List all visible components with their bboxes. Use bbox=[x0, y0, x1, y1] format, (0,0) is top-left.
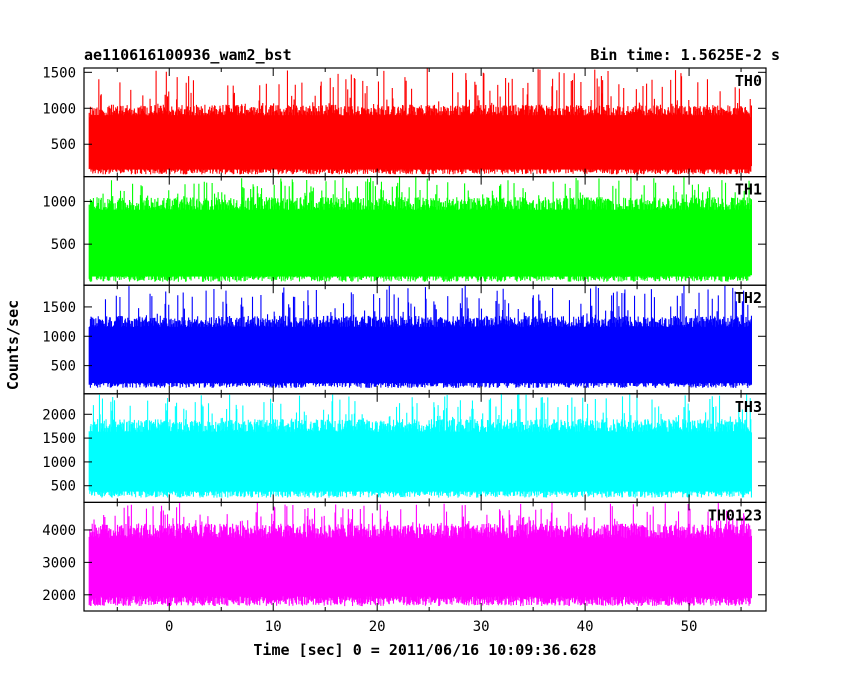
y-tick-label: 500 bbox=[51, 137, 76, 153]
y-tick-label: 1000 bbox=[42, 329, 76, 345]
panel-label-th3: TH3 bbox=[735, 398, 762, 416]
panel-th0: 500 1000 1500 TH0 bbox=[42, 65, 767, 178]
panel-label-th1: TH1 bbox=[735, 181, 762, 199]
panel-label-th0: TH0 bbox=[735, 72, 762, 90]
y-tick-label: 500 bbox=[51, 359, 76, 375]
y-tick-label: 1000 bbox=[42, 455, 76, 471]
x-tick-label: 20 bbox=[369, 619, 386, 635]
y-tick-label: 1000 bbox=[42, 101, 76, 117]
y-tick-label: 1500 bbox=[42, 300, 76, 316]
series-fill-th0123 bbox=[90, 542, 751, 587]
series-fill-th3 bbox=[90, 431, 751, 492]
bin-time-label: Bin time: 1.5625E-2 s bbox=[590, 46, 780, 64]
x-tick-label: 50 bbox=[681, 619, 698, 635]
panel-th2: 500 1000 1500 TH2 bbox=[42, 284, 767, 395]
x-tick-label: 40 bbox=[577, 619, 594, 635]
x-axis-label: Time [sec] 0 = 2011/06/16 10:09:36.628 bbox=[253, 641, 596, 659]
x-tick-label: 30 bbox=[473, 619, 490, 635]
y-tick-label: 1500 bbox=[42, 65, 76, 81]
series-fill-th2 bbox=[90, 326, 751, 384]
panel-th1: 500 1000 TH1 bbox=[42, 176, 767, 286]
y-tick-label: 2000 bbox=[42, 588, 76, 604]
panel-th3: 500 1000 1500 2000 TH3 bbox=[42, 393, 767, 503]
y-axis-label: Counts/sec bbox=[4, 300, 22, 390]
chart-title: ae110616100936_wam2_bst bbox=[84, 46, 292, 64]
y-tick-label: 1500 bbox=[42, 431, 76, 447]
panel-label-th0123: TH0123 bbox=[708, 506, 762, 524]
y-tick-label: 1000 bbox=[42, 194, 76, 210]
series-fill-th0 bbox=[90, 115, 751, 170]
panel-frame-th0123 bbox=[83, 501, 767, 612]
y-tick-label: 3000 bbox=[42, 555, 76, 571]
y-tick-label: 500 bbox=[51, 479, 76, 495]
series-fill-th1 bbox=[90, 209, 751, 277]
y-tick-label: 4000 bbox=[42, 523, 76, 539]
panel-th0123: 2000 3000 4000 TH0123 bbox=[42, 501, 767, 612]
x-tick-label: 10 bbox=[265, 619, 282, 635]
x-tick-label: 0 bbox=[165, 619, 173, 635]
panel-label-th2: TH2 bbox=[735, 289, 762, 307]
y-tick-label: 2000 bbox=[42, 407, 76, 423]
y-tick-label: 500 bbox=[51, 237, 76, 253]
